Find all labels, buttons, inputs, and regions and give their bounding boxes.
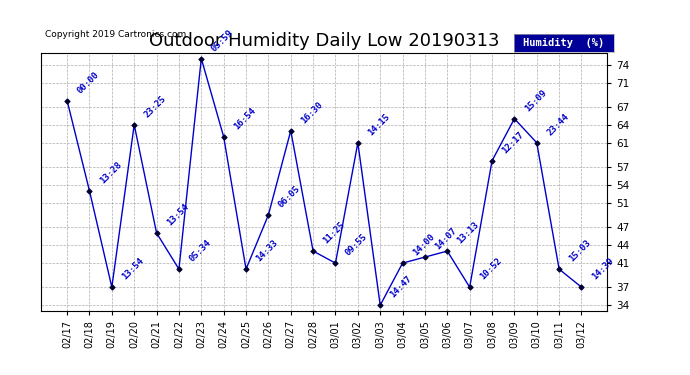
Text: 15:03: 15:03 — [567, 238, 593, 264]
Text: 14:33: 14:33 — [255, 238, 279, 264]
Text: Copyright 2019 Cartronics.com: Copyright 2019 Cartronics.com — [45, 30, 186, 39]
Text: 16:30: 16:30 — [299, 100, 324, 125]
Text: 13:28: 13:28 — [98, 160, 124, 185]
Text: 05:59: 05:59 — [210, 28, 235, 53]
Text: 00:00: 00:00 — [75, 70, 101, 95]
Text: 23:25: 23:25 — [143, 94, 168, 119]
Point — [330, 260, 341, 266]
Text: 12:17: 12:17 — [500, 130, 526, 155]
Text: 11:25: 11:25 — [322, 220, 347, 246]
Point — [61, 98, 72, 104]
Point — [263, 212, 274, 218]
Text: 06:05: 06:05 — [277, 184, 302, 209]
Point — [151, 230, 162, 236]
Text: 14:15: 14:15 — [366, 112, 391, 137]
Text: 14:00: 14:00 — [411, 232, 436, 258]
Text: 13:54: 13:54 — [120, 256, 146, 282]
Text: Humidity  (%): Humidity (%) — [524, 38, 604, 48]
Point — [173, 266, 184, 272]
Point — [509, 116, 520, 122]
Point — [308, 248, 319, 254]
Point — [353, 140, 364, 146]
Point — [196, 56, 207, 62]
Text: 13:54: 13:54 — [165, 202, 190, 228]
Point — [553, 266, 564, 272]
Title: Outdoor Humidity Daily Low 20190313: Outdoor Humidity Daily Low 20190313 — [149, 32, 500, 50]
Point — [129, 122, 140, 128]
Point — [531, 140, 542, 146]
Point — [397, 260, 408, 266]
Point — [576, 284, 587, 290]
Point — [285, 128, 296, 134]
Text: 14:39: 14:39 — [590, 256, 615, 282]
Point — [464, 284, 475, 290]
Text: 10:52: 10:52 — [478, 256, 504, 282]
Text: 23:44: 23:44 — [545, 112, 571, 137]
Text: 16:54: 16:54 — [232, 106, 257, 131]
Point — [420, 254, 431, 260]
Text: 05:34: 05:34 — [187, 238, 213, 264]
Text: 14:07: 14:07 — [433, 226, 459, 252]
Text: 13:13: 13:13 — [455, 220, 481, 246]
Point — [218, 134, 229, 140]
Point — [442, 248, 453, 254]
Text: 15:09: 15:09 — [523, 88, 548, 113]
Point — [486, 158, 497, 164]
Point — [375, 302, 386, 308]
Point — [84, 188, 95, 194]
Text: 09:55: 09:55 — [344, 232, 369, 258]
Point — [106, 284, 117, 290]
Point — [241, 266, 252, 272]
Text: 14:47: 14:47 — [388, 274, 414, 300]
